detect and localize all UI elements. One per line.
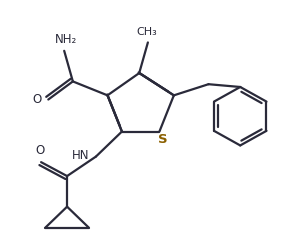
Text: O: O [35, 144, 44, 157]
Text: S: S [158, 133, 168, 146]
Text: NH₂: NH₂ [55, 33, 77, 46]
Text: HN: HN [72, 149, 90, 162]
Text: CH₃: CH₃ [136, 27, 157, 37]
Text: O: O [33, 93, 42, 106]
